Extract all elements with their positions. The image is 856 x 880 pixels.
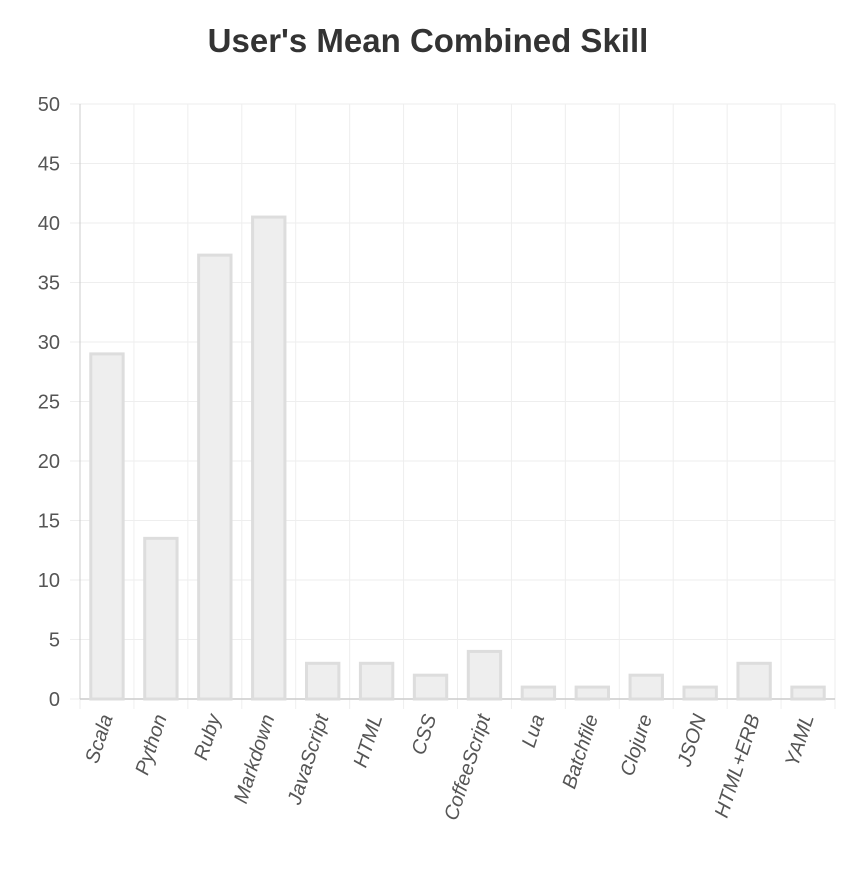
y-tick-label: 0 — [49, 689, 60, 711]
y-tick-label: 50 — [38, 94, 60, 116]
x-tick-label: Clojure — [617, 712, 658, 779]
bar-ruby — [197, 253, 233, 701]
bar-lua — [520, 685, 557, 701]
x-tick-label: Scala — [81, 712, 117, 766]
bar-javascript — [305, 661, 341, 701]
bar-markdown — [251, 215, 287, 701]
y-tick-label: 45 — [38, 154, 60, 176]
bar-python — [143, 536, 179, 701]
y-tick-label: 25 — [38, 392, 60, 414]
x-tick-label: HTML+ERB — [711, 712, 765, 821]
x-tick-label: CSS — [408, 711, 442, 758]
bar-scala — [89, 352, 125, 701]
bar-yaml — [790, 685, 826, 701]
y-tick-label: 10 — [38, 570, 60, 592]
chart-title: User's Mean Combined Skill — [207, 22, 649, 59]
x-tick-label: Ruby — [190, 711, 226, 763]
bar-batchfile — [574, 685, 611, 701]
x-tick-label: Batchfile — [558, 712, 603, 792]
y-tick-label: 20 — [38, 451, 60, 473]
x-tick-label: Lua — [518, 712, 549, 751]
bar-html-erb — [736, 661, 772, 701]
x-tick-label: Markdown — [230, 712, 279, 807]
x-tick-label: JavaScript — [283, 710, 334, 808]
bar-clojure — [628, 673, 664, 701]
x-tick-label: HTML — [350, 712, 388, 771]
x-tick-label: Python — [131, 712, 171, 778]
bar-json — [682, 685, 718, 701]
y-tick-label: 15 — [38, 511, 60, 533]
y-tick-label: 40 — [38, 213, 60, 235]
x-tick-label: YAML — [781, 712, 818, 770]
bar-html — [358, 661, 395, 701]
y-tick-label: 30 — [38, 332, 60, 354]
bar-coffeescript — [466, 649, 503, 701]
y-tick-label: 5 — [49, 630, 60, 652]
y-tick-label: 35 — [38, 273, 60, 295]
bar-css — [412, 673, 449, 701]
x-tick-label: JSON — [673, 711, 711, 770]
x-tick-label: CoffeeScript — [440, 710, 495, 823]
